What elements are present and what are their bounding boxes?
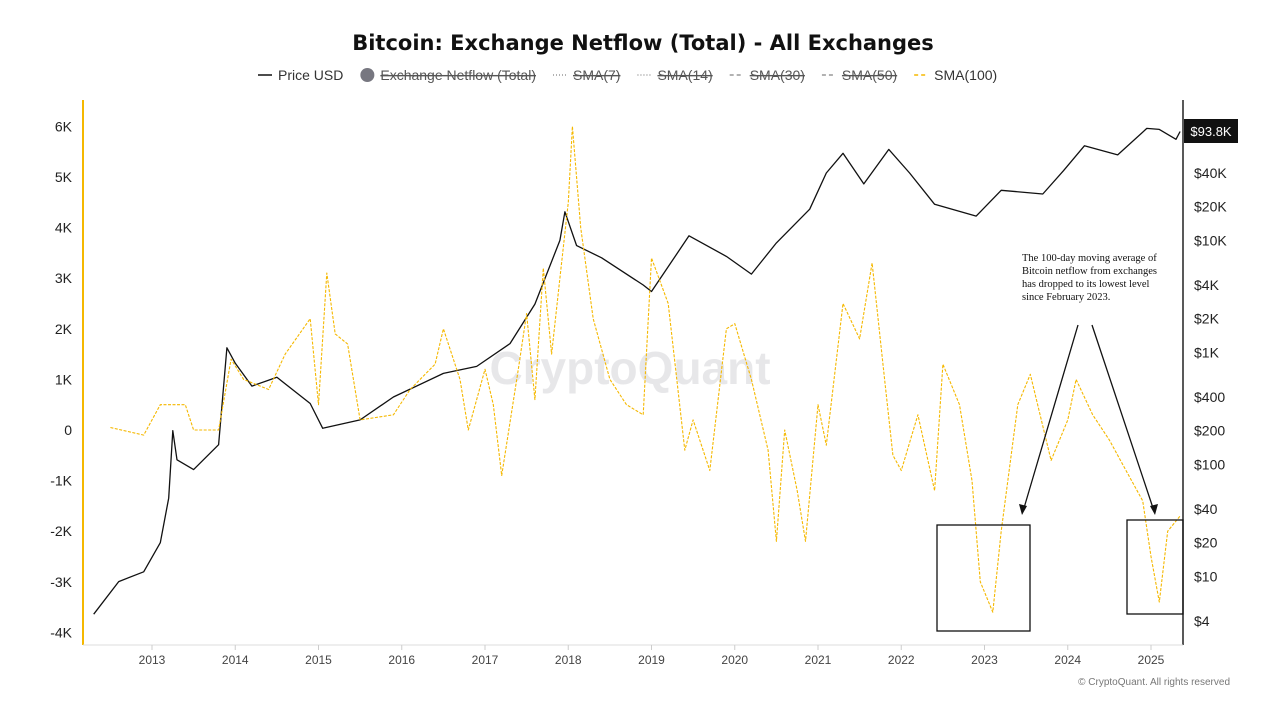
x-tick-label: 2019 <box>638 653 665 667</box>
legend-item-0[interactable]: Price USD <box>258 67 343 83</box>
legend-label: SMA(14) <box>657 67 712 83</box>
current-price-badge: $93.8K <box>1184 119 1238 143</box>
sma100-line <box>110 125 1181 613</box>
right-tick-label: $1K <box>1194 344 1220 360</box>
annotation-box-2023 <box>936 524 1031 632</box>
legend-item-4[interactable]: SMA(30) <box>729 67 805 83</box>
left-tick-label: 4K <box>55 220 73 236</box>
legend-item-2[interactable]: SMA(7) <box>553 67 620 83</box>
left-tick-label: -2K <box>50 523 72 539</box>
copyright-footer: © CryptoQuant. All rights reserved <box>1078 677 1230 688</box>
x-tick-label: 2018 <box>555 653 582 667</box>
chart-title: Bitcoin: Exchange Netflow (Total) - All … <box>352 31 934 55</box>
legend-label: SMA(7) <box>573 67 620 83</box>
left-tick-label: 1K <box>55 371 73 387</box>
x-tick-label: 2017 <box>472 653 499 667</box>
legend-label: SMA(30) <box>750 67 805 83</box>
right-tick-label: $40 <box>1194 501 1218 517</box>
legend-item-3[interactable]: SMA(14) <box>637 67 713 83</box>
legend: Price USD Exchange Netflow (Total) SMA(7) S… <box>258 67 997 83</box>
x-tick-label: 2020 <box>721 653 748 667</box>
legend-label: SMA(50) <box>842 67 897 83</box>
right-tick-label: $100 <box>1194 456 1225 472</box>
right-tick-label: $40K <box>1194 165 1227 181</box>
legend-label: Price USD <box>278 67 343 83</box>
left-tick-label: 0 <box>64 422 72 438</box>
right-tick-label: $10 <box>1194 568 1218 584</box>
legend-dot-icon <box>360 68 375 82</box>
left-tick-label: 3K <box>55 270 73 286</box>
left-tick-label: -3K <box>50 574 72 590</box>
right-tick-label: $400 <box>1194 389 1225 405</box>
left-tick-label: -4K <box>50 624 72 640</box>
legend-item-5[interactable]: SMA(50) <box>821 67 897 83</box>
x-tick-label: 2016 <box>388 653 415 667</box>
price-usd-line <box>93 127 1181 615</box>
right-tick-label: $20K <box>1194 199 1227 215</box>
legend-label: Exchange Netflow (Total) <box>380 67 536 83</box>
x-tick-label: 2015 <box>305 653 332 667</box>
right-tick-label: $200 <box>1194 423 1225 439</box>
annotation-boxes <box>936 324 1184 632</box>
arrowhead-1 <box>1019 504 1027 515</box>
x-tick-label: 2025 <box>1138 653 1165 667</box>
right-tick-label: $4K <box>1194 277 1220 293</box>
x-tick-label: 2022 <box>888 653 915 667</box>
left-tick-label: -1K <box>50 473 72 489</box>
annotation-text: The 100-day moving average of Bitcoin net… <box>1022 253 1157 303</box>
legend-item-1[interactable]: Exchange Netflow (Total) <box>360 67 536 83</box>
arrowhead-2 <box>1150 504 1158 515</box>
x-tick-label: 2024 <box>1054 653 1081 667</box>
left-tick-label: 5K <box>55 169 73 185</box>
x-tick-label: 2013 <box>139 653 166 667</box>
legend-label: SMA(100) <box>934 67 997 83</box>
right-tick-label: $4 <box>1194 613 1210 629</box>
x-tick-label: 2023 <box>971 653 998 667</box>
annotation-arrow-1 <box>1023 324 1079 509</box>
left-tick-label: 2K <box>55 321 73 337</box>
right-tick-label: $2K <box>1194 311 1220 327</box>
x-tick-label: 2014 <box>222 653 249 667</box>
annotation-arrow-2 <box>1091 324 1154 509</box>
x-tick-label: 2021 <box>805 653 832 667</box>
annotation-box-2025 <box>1126 519 1184 615</box>
current-price-label: $93.8K <box>1190 124 1232 139</box>
legend-item-6[interactable]: SMA(100) <box>914 67 997 83</box>
left-tick-label: 6K <box>55 118 73 134</box>
right-tick-label: $10K <box>1194 232 1227 248</box>
right-tick-label: $20 <box>1194 535 1218 551</box>
